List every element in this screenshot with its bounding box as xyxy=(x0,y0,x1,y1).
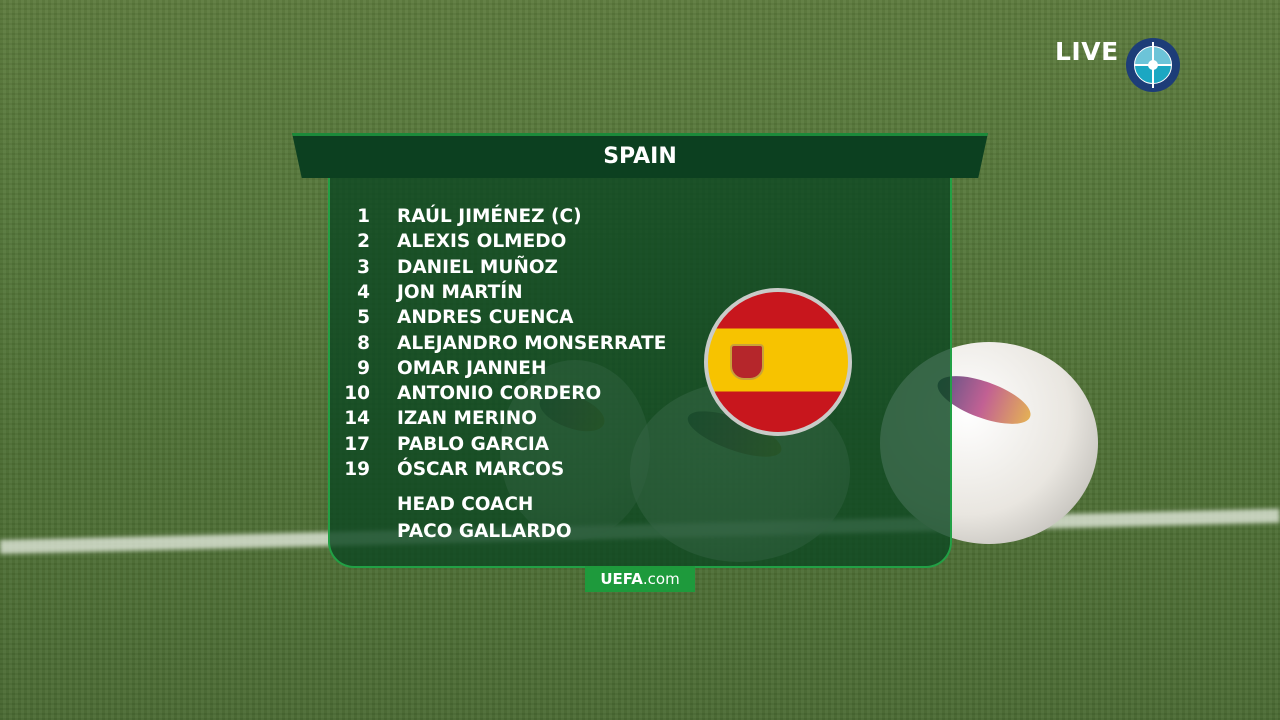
player-name: ANTONIO CORDERO xyxy=(397,383,602,405)
player-name: RAÚL JIMÉNEZ (C) xyxy=(397,206,582,227)
team-name: SPAIN xyxy=(603,144,677,169)
head-coach-name: PACO GALLARDO xyxy=(397,521,572,542)
lineup-header: SPAIN xyxy=(292,133,988,178)
head-coach-label: HEAD COACH xyxy=(397,494,534,515)
player-name: IZAN MERINO xyxy=(397,408,537,430)
player-name: ÓSCAR MARCOS xyxy=(397,459,565,480)
player-name: ALEJANDRO MONSERRATE xyxy=(397,332,667,354)
player-number: 1 xyxy=(357,206,370,227)
player-number: 17 xyxy=(344,433,370,455)
live-broadcast-icon xyxy=(1126,38,1180,92)
player-name: DANIEL MUÑOZ xyxy=(397,256,558,278)
player-name: OMAR JANNEH xyxy=(397,357,547,379)
player-name: PABLO GARCIA xyxy=(397,433,550,455)
player-number: 14 xyxy=(344,408,370,430)
live-label: LIVE xyxy=(1055,37,1119,66)
player-number: 5 xyxy=(357,307,370,329)
player-name: JON MARTÍN xyxy=(397,281,523,303)
player-number: 8 xyxy=(357,332,370,354)
player-number: 19 xyxy=(344,459,370,480)
player-number: 4 xyxy=(357,281,370,303)
player-number: 2 xyxy=(357,231,370,253)
spain-flag-icon xyxy=(704,288,852,436)
player-number: 10 xyxy=(344,383,370,405)
player-name: ALEXIS OLMEDO xyxy=(397,231,567,253)
player-name: ANDRES CUENCA xyxy=(397,307,574,329)
coat-of-arms-icon xyxy=(730,344,764,380)
uefa-logo: UEFA.com xyxy=(585,566,695,592)
player-number: 3 xyxy=(357,256,370,278)
player-number: 9 xyxy=(357,357,370,379)
